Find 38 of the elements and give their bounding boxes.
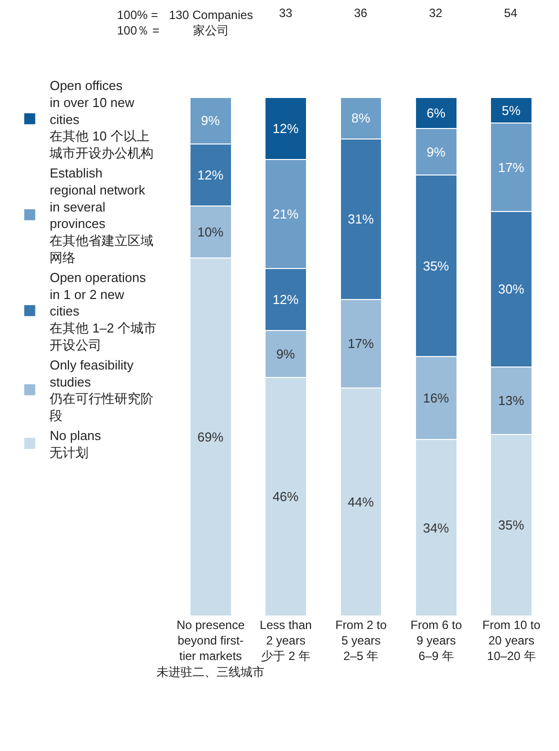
legend-label: Open operations in 1 or 2 new cities 在其他 1–2 个城市开设公司: [50, 270, 157, 353]
data-label: 6%: [426, 105, 446, 120]
data-label: 34%: [422, 520, 450, 536]
data-label: 16%: [422, 390, 450, 406]
text: 54: [504, 6, 518, 20]
text: 36: [354, 6, 368, 20]
data-label: 46%: [272, 489, 300, 504]
data-label: 13%: [498, 393, 525, 408]
legend-label: No plans 无计划: [50, 428, 102, 460]
text: 32: [429, 6, 443, 20]
data-label: 30%: [498, 282, 525, 297]
legend-label: Establish regional network in several provinces 在其他省建立区域网络: [50, 166, 154, 266]
x-tick-label: Less than 2 years 少于 2 年: [260, 618, 312, 664]
data-label: 8%: [351, 110, 371, 126]
legend-label: Only feasibility studies 仍在可行性研究阶段: [48, 357, 154, 424]
data-label: 9%: [426, 144, 446, 160]
data-label: 9%: [200, 113, 220, 128]
text: 100% = 100％ =: [117, 8, 160, 38]
data-label: 12%: [272, 120, 300, 136]
data-label: 12%: [272, 292, 300, 308]
legend-label: Open offices in over 10 new cities 在其他 10 个以上城市开设办公机构: [48, 78, 154, 161]
text: 130 Companies 家公司: [169, 8, 254, 38]
data-label: 35%: [422, 258, 450, 274]
data-label: 69%: [197, 430, 224, 445]
data-label: 5%: [502, 102, 522, 118]
data-label: 21%: [272, 206, 300, 222]
data-label: 17%: [498, 160, 525, 175]
data-label: 44%: [348, 494, 374, 510]
data-label: 31%: [348, 212, 374, 227]
data-label: 35%: [498, 518, 525, 533]
x-tick-label: From 10 to 20 years 10–20 年: [482, 618, 541, 664]
data-label: 12%: [197, 168, 224, 183]
data-label: 10%: [197, 224, 224, 240]
data-label: 9%: [276, 346, 296, 362]
x-tick-label: From 2 to 5 years 2–5 年: [335, 618, 387, 664]
x-tick-label: From 6 to 9 years 6–9 年: [410, 618, 462, 664]
text: 33: [279, 6, 293, 20]
data-label: 17%: [348, 336, 374, 352]
